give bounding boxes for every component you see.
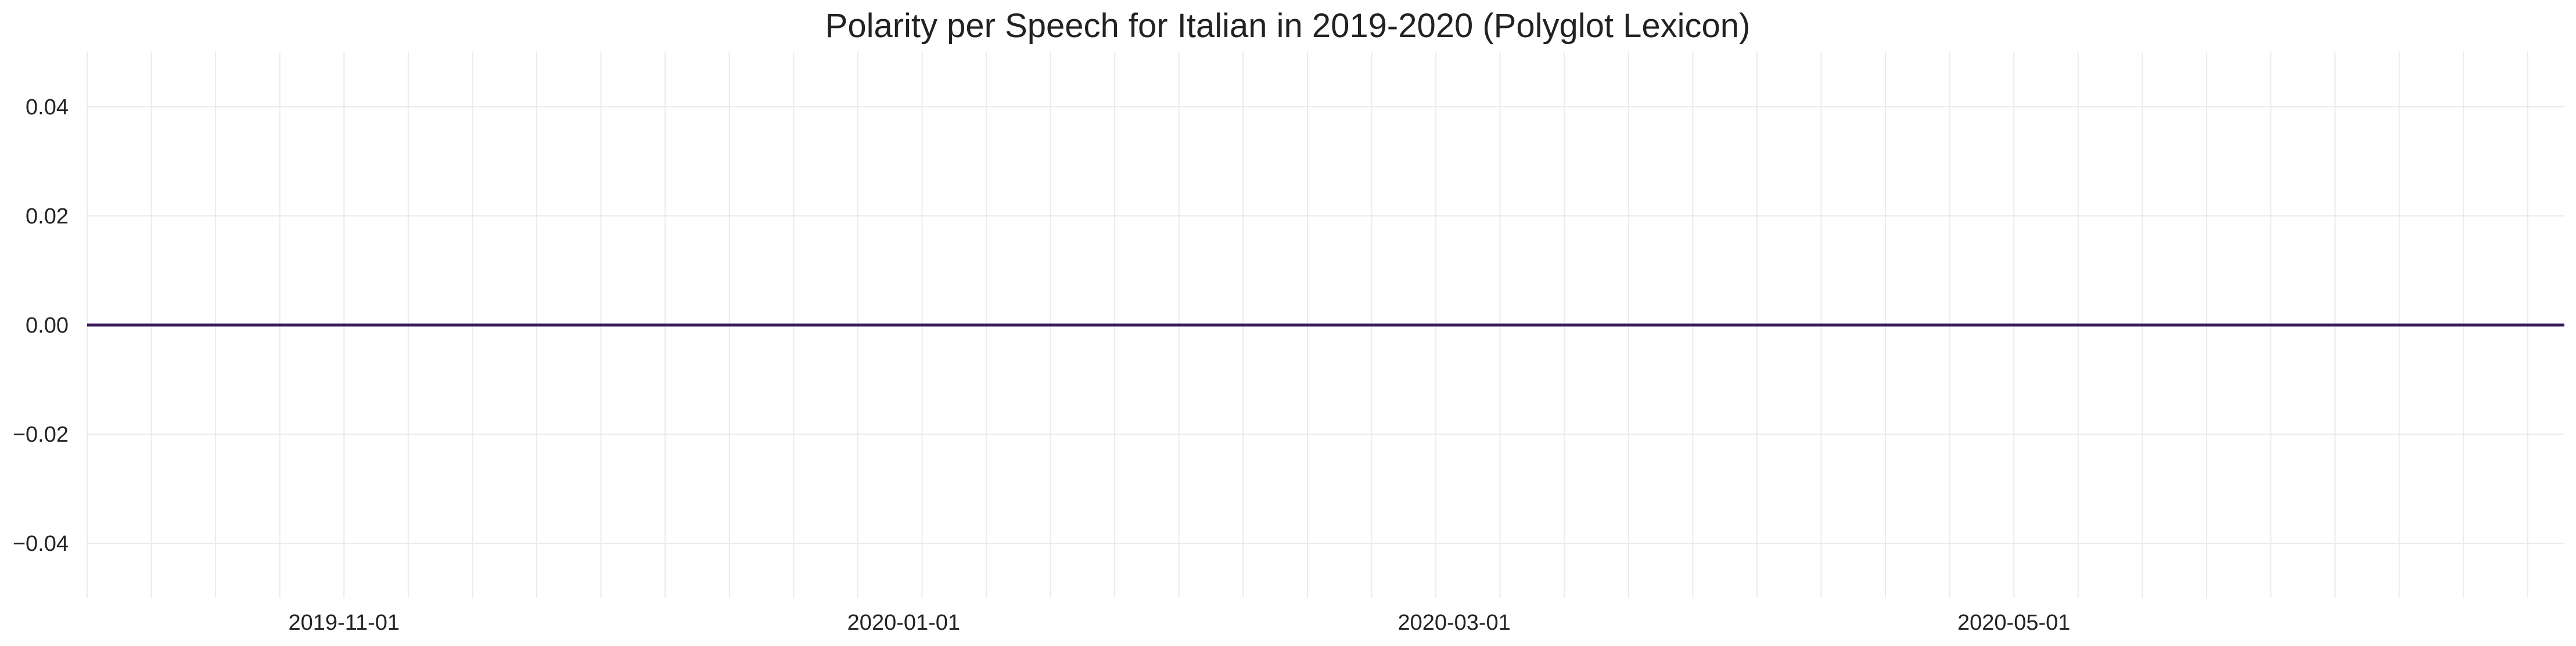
x-tick-label: 2020-05-01 <box>1957 611 2070 635</box>
y-tick-label: 0.00 <box>26 313 69 338</box>
y-tick-label: 0.04 <box>26 95 69 120</box>
y-axis: 0.04 0.02 0.00 −0.02 −0.04 <box>13 95 69 556</box>
x-tick-label: 2020-03-01 <box>1397 611 1510 635</box>
chart-title: Polarity per Speech for Italian in 2019-… <box>825 7 1751 45</box>
y-tick-label: −0.02 <box>13 423 69 447</box>
x-tick-label: 2019-11-01 <box>289 611 400 635</box>
x-tick-label: 2020-01-01 <box>847 611 960 635</box>
y-tick-label: −0.04 <box>13 532 69 556</box>
y-tick-label: 0.02 <box>26 204 69 229</box>
x-axis: 2019-11-01 2020-01-01 2020-03-01 2020-05-01 <box>289 611 2071 635</box>
